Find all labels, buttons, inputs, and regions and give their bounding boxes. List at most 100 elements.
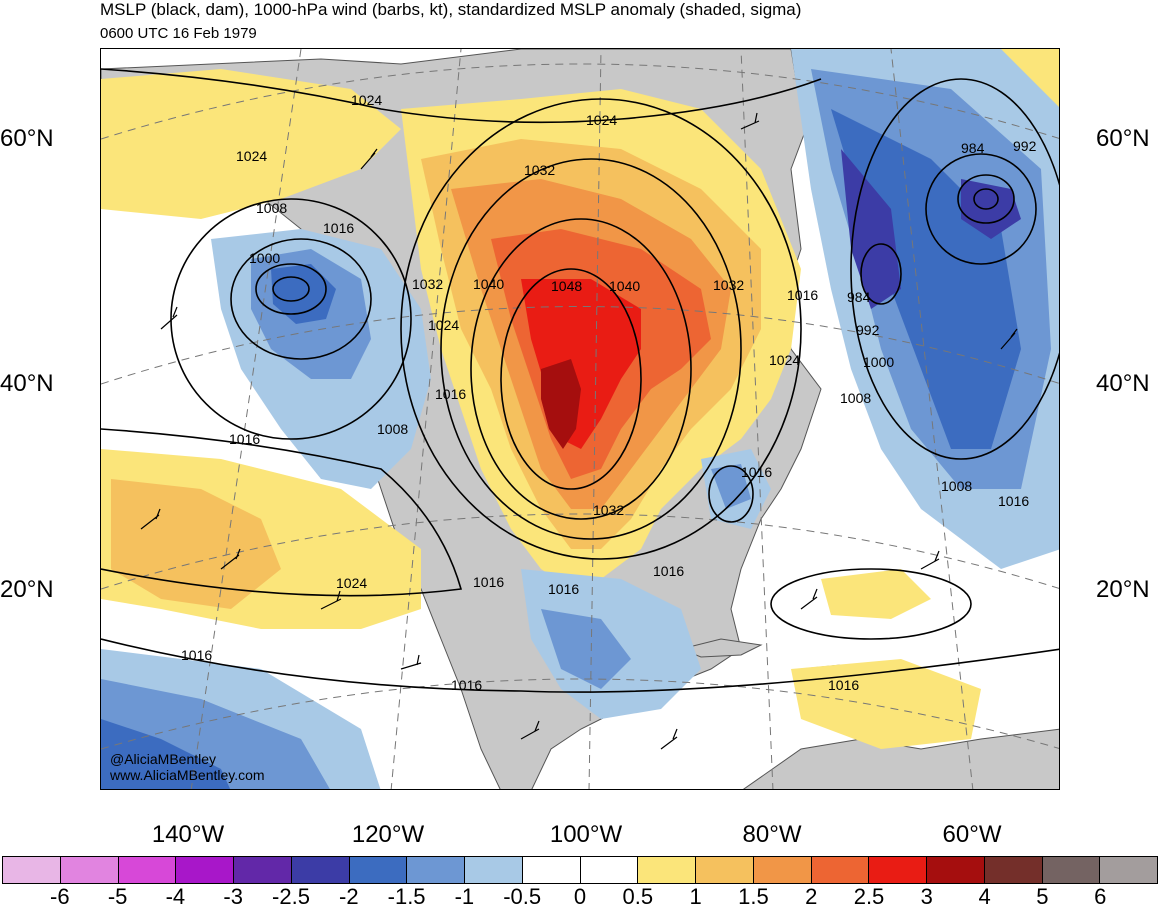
chart-title: MSLP (black, dam), 1000-hPa wind (barbs,… xyxy=(100,0,802,19)
colorbar-tick-label: -1.5 xyxy=(387,884,426,909)
colorbar-tick-label: -4 xyxy=(165,884,186,909)
isobar xyxy=(101,68,822,124)
colorbar-tick-label: -6 xyxy=(50,884,70,909)
colorbar-tick-label: -0.5 xyxy=(503,884,542,909)
isobar-label: 1016 xyxy=(181,647,213,663)
isobar-label: 1016 xyxy=(828,677,860,693)
positive-anomaly-pacific-ne xyxy=(101,69,401,219)
isobar-label: 1024 xyxy=(586,112,618,128)
wind-barbs xyxy=(140,112,1018,750)
wind-barb xyxy=(360,148,378,170)
isobar xyxy=(101,428,463,597)
colorbar-swatch xyxy=(349,857,408,883)
wind-barb xyxy=(160,306,178,330)
isobar-label: 1008 xyxy=(256,200,288,216)
isobar-label: 1024 xyxy=(769,352,801,368)
wind-barb xyxy=(520,720,540,740)
isobar xyxy=(973,188,999,210)
colorbar-swatch xyxy=(234,857,292,883)
latitude-line xyxy=(101,513,1059,590)
isobar xyxy=(500,268,642,490)
isobar-label: 1008 xyxy=(941,478,973,494)
wind-barb xyxy=(320,590,342,610)
isobar xyxy=(170,198,412,440)
isobar-label: 1016 xyxy=(998,493,1030,509)
wind-barb xyxy=(400,654,422,670)
isobars xyxy=(101,68,1059,693)
isobar xyxy=(470,218,692,520)
colorbar-tick-label: 1.5 xyxy=(738,884,769,909)
isobar-label: 1024 xyxy=(236,148,268,164)
colorbar-swatch xyxy=(118,857,177,883)
isobar-label: 992 xyxy=(1013,138,1037,154)
isobar-label: 1016 xyxy=(787,287,819,303)
colorbar-swatch xyxy=(1042,857,1101,883)
negative-anomaly-southeast-1 xyxy=(541,464,751,689)
credit-website: www.AliciaMBentley.com xyxy=(110,767,265,783)
wind-barb xyxy=(660,728,678,750)
wind-barb xyxy=(220,548,241,570)
lat-label-40n-left: 40°N xyxy=(0,370,54,397)
isobar xyxy=(925,153,1037,265)
isobar-label: 1024 xyxy=(351,92,383,108)
colorbar-tick-label: 3 xyxy=(920,884,933,909)
longitude-line xyxy=(390,49,462,789)
colorbar-swatch xyxy=(465,857,523,883)
isobar-label: 1016 xyxy=(229,431,261,447)
colorbar-tick-label: -2.5 xyxy=(272,884,310,909)
isobar xyxy=(860,243,902,305)
lon-label-80w: 80°W xyxy=(742,821,802,848)
colorbar-swatch xyxy=(811,857,870,883)
isobar xyxy=(230,238,372,360)
colorbar-tick-label: -1 xyxy=(454,884,475,909)
isobar-label: 1032 xyxy=(713,277,745,293)
positive-anomaly-pacific-sw-1 xyxy=(111,479,281,609)
isobar xyxy=(850,78,1059,460)
longitude-line xyxy=(740,49,774,789)
colorbar-swatch xyxy=(522,857,581,883)
isobar xyxy=(440,158,742,540)
isobar-label: 1008 xyxy=(840,390,872,406)
negative-anomaly-atlantic-3 xyxy=(841,149,1021,309)
lon-label-100w: 100°W xyxy=(549,821,623,848)
colorbar-swatch xyxy=(1100,857,1157,883)
graticule xyxy=(101,49,1059,789)
negative-anomaly-nw-low-2 xyxy=(271,264,336,324)
colorbar-tick-label: -3 xyxy=(223,884,243,909)
lon-label-60w: 60°W xyxy=(942,821,1002,848)
lat-label-20n-left: 20°N xyxy=(0,576,54,603)
isobar-label: 1040 xyxy=(609,278,641,294)
colorbar-swatch xyxy=(696,857,754,883)
weather-map: 1024 1024 1024 1032 1008 1016 1000 1032 … xyxy=(100,48,1060,790)
isobar-label: 1016 xyxy=(741,464,773,480)
south-america-land xyxy=(742,728,1059,789)
wind-barb xyxy=(1000,328,1018,350)
positive-anomaly-continent-4 xyxy=(521,279,641,449)
lon-label-120w: 120°W xyxy=(351,821,425,848)
colorbar-swatch xyxy=(60,857,119,883)
wind-barb xyxy=(140,508,161,530)
latitude-line xyxy=(101,678,1059,750)
colorbar-tick-label: -5 xyxy=(107,884,128,909)
map-canvas xyxy=(101,49,1059,789)
colorbar-tick-label: 2 xyxy=(805,884,818,909)
isobar xyxy=(101,638,1059,693)
wind-barb xyxy=(800,588,818,610)
isobar-label: 1016 xyxy=(548,581,580,597)
wind-barb xyxy=(920,550,940,570)
isobar-label: 1048 xyxy=(551,278,583,294)
isobar xyxy=(957,174,1015,224)
isobar-label: 1016 xyxy=(473,574,505,590)
colorbar-tick-label: 1 xyxy=(689,884,702,909)
lat-label-60n-left: 60°N xyxy=(0,125,54,152)
isobar-label: 1032 xyxy=(524,162,556,178)
colorbar-tick-label: 0.5 xyxy=(622,884,654,909)
lat-label-60n-right: 60°N xyxy=(1096,125,1150,152)
lat-label-20n-right: 20°N xyxy=(1096,576,1150,603)
longitude-line xyxy=(890,49,974,789)
lon-label-140w: 140°W xyxy=(151,821,225,848)
isobar-label: 1016 xyxy=(323,220,355,236)
isobar xyxy=(770,568,972,640)
colorbar-tick-label: 6 xyxy=(1094,884,1107,909)
colorbar-swatch xyxy=(407,857,465,883)
